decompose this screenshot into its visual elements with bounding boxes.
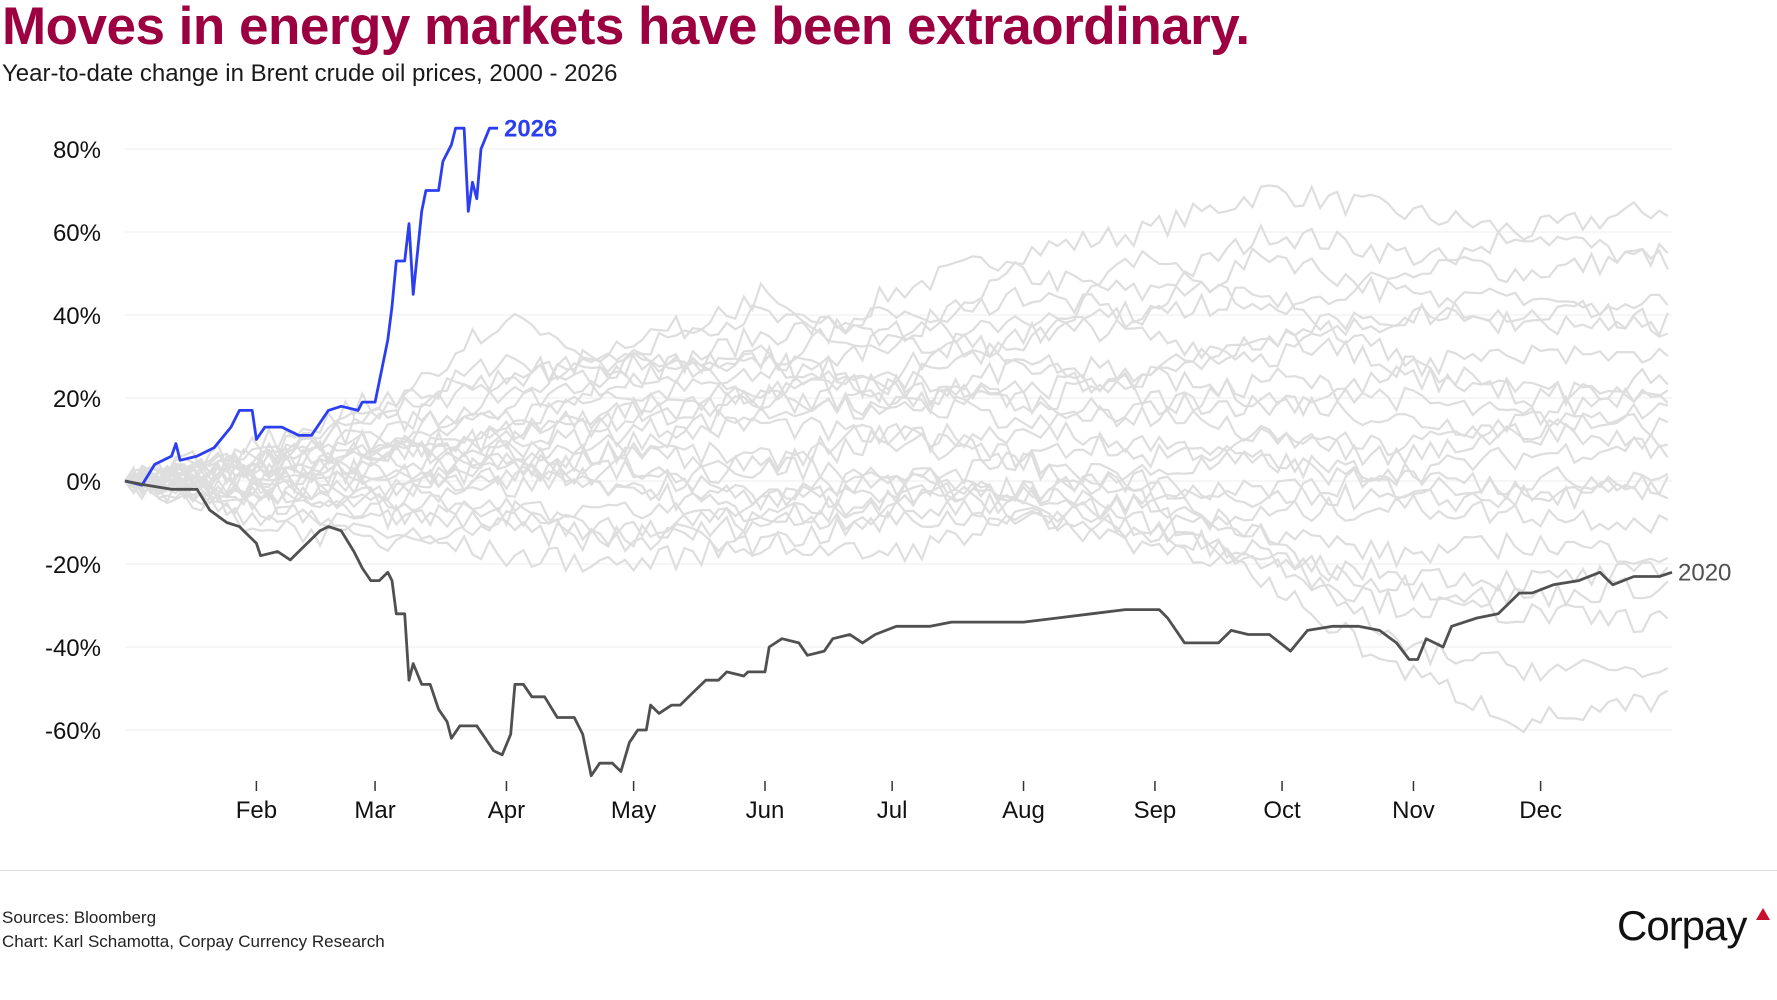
y-tick-label: 80% (53, 137, 101, 164)
y-tick-label: 20% (53, 386, 101, 413)
background-series-line (124, 422, 1669, 498)
highlight-series: 2026 2020 (124, 115, 1731, 778)
x-tick-label: Dec (1519, 797, 1562, 824)
x-tick-label: May (611, 797, 656, 824)
x-tick-label: Mar (354, 797, 395, 824)
corpay-logo: Corpay (1617, 902, 1747, 949)
footer-divider (0, 870, 1777, 871)
y-tick-label: 40% (53, 303, 101, 330)
background-series-line (124, 281, 1669, 493)
x-tick-label: Apr (488, 797, 525, 824)
y-tick-label: -60% (45, 718, 101, 745)
x-tick-label: Aug (1002, 797, 1045, 824)
y-tick-label: 60% (53, 220, 101, 247)
chart-title: Moves in energy markets have been extrao… (2, 0, 1250, 56)
x-tick-label: Oct (1263, 797, 1301, 824)
background-series-line (124, 428, 1669, 683)
background-series-line (124, 454, 1669, 634)
y-tick-label: -20% (45, 552, 101, 579)
background-series-line (124, 477, 1669, 553)
y-tick-label: 0% (66, 469, 101, 496)
background-series-line (124, 466, 1669, 609)
x-axis: Feb Mar Apr May Jun Jul Aug Sep Oct Nov Dec (236, 781, 1562, 824)
background-series-line (124, 301, 1669, 497)
background-series (124, 184, 1669, 734)
background-series-line (124, 358, 1669, 490)
y-axis: 80% 60% 40% 20% 0% -20% -40% -60% (45, 137, 101, 745)
chart-credit: Chart: Karl Schamotta, Corpay Currency R… (2, 932, 385, 951)
series-label-2020: 2020 (1678, 559, 1731, 586)
x-tick-label: Jun (746, 797, 785, 824)
logo-caret-icon (1756, 908, 1770, 920)
x-tick-label: Feb (236, 797, 277, 824)
background-series-line (124, 312, 1669, 489)
y-tick-label: -40% (45, 635, 101, 662)
background-series-line (124, 472, 1669, 593)
background-series-line (124, 246, 1669, 493)
x-tick-label: Nov (1392, 797, 1435, 824)
sources-note: Sources: Bloomberg (2, 908, 157, 927)
chart-subtitle: Year-to-date change in Brent crude oil p… (2, 60, 618, 87)
series-label-2026: 2026 (504, 115, 557, 142)
series-line-2020 (124, 479, 1673, 778)
background-series-line (124, 400, 1669, 503)
series-line-2026 (124, 126, 498, 487)
line-chart: 80% 60% 40% 20% 0% -20% -40% -60% Feb Mar Apr May J… (45, 115, 1731, 824)
background-series-line (124, 286, 1669, 483)
x-tick-label: Sep (1134, 797, 1177, 824)
background-series-line (124, 471, 1669, 569)
x-tick-label: Jul (877, 797, 908, 824)
background-series-line (124, 429, 1669, 734)
